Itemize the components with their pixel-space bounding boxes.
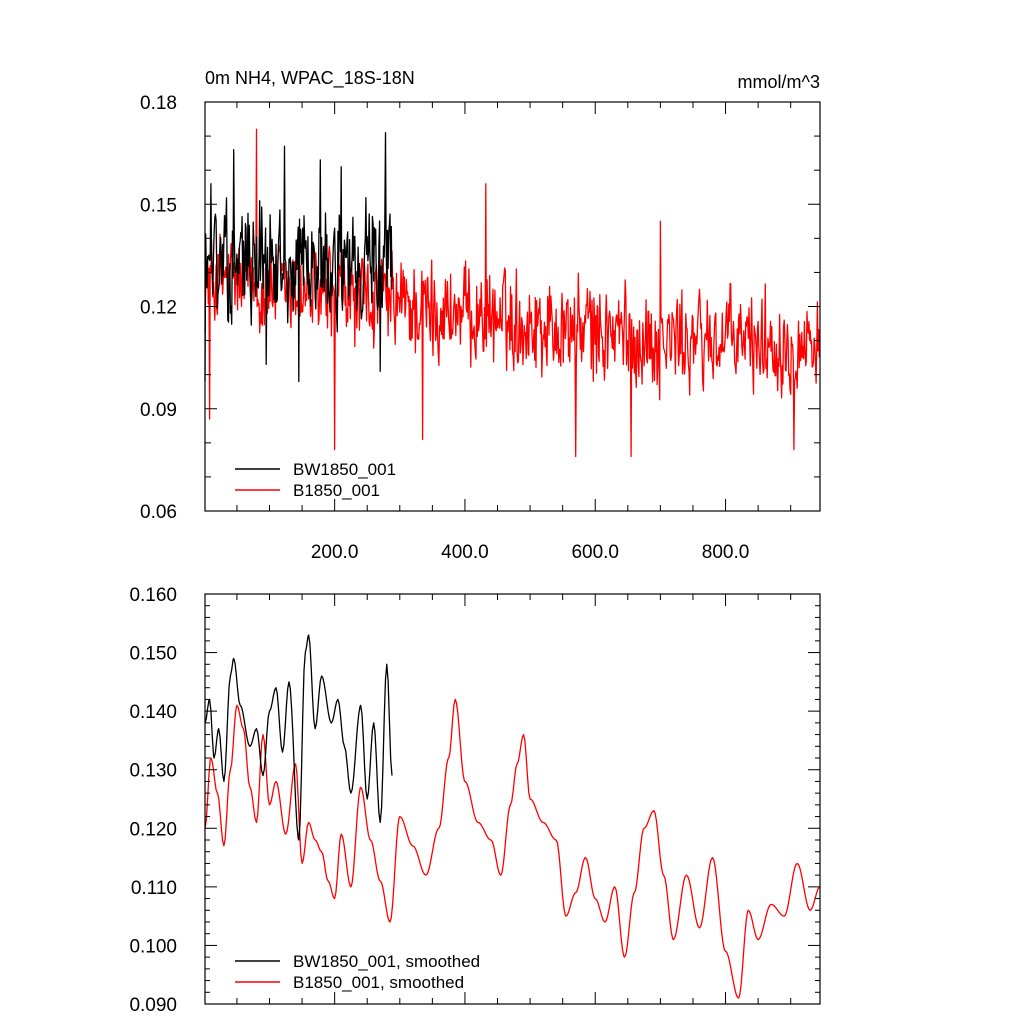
units-label: mmol/m^3	[738, 72, 820, 92]
series-line-bw1850-smoothed	[204, 634, 393, 841]
series-line-bw1850	[204, 132, 393, 383]
series-line-b1850	[204, 128, 821, 458]
y-tick-label: 0.12	[140, 298, 177, 319]
top-legend: BW1850_001 B1850_001	[235, 460, 396, 500]
y-tick-label: 0.100	[129, 936, 177, 957]
top-chart-panel: 0m NH4, WPAC_18S-18N mmol/m^3 0.060.090.…	[140, 68, 821, 563]
top-y-tick-labels: 0.06 0.09 0.12 0.15 0.18	[140, 93, 177, 523]
bottom-tick-marks	[205, 593, 820, 1005]
x-tick-label: 600.0	[571, 542, 619, 563]
y-tick-label: 0.18	[140, 93, 177, 114]
top-x-tick-labels: 200.0 400.0 600.0 800.0	[311, 542, 749, 563]
y-tick-label: 0.140	[129, 702, 177, 723]
top-series-group	[204, 128, 821, 458]
bottom-legend: BW1850_001, smoothed B1850_001, smoothed	[235, 952, 480, 992]
x-tick-label: 200.0	[311, 542, 359, 563]
bottom-y-tick-labels: 0.090 0.100 0.110 0.120 0.130 0.140 0.150 0.160	[129, 585, 177, 1016]
y-tick-label: 0.15	[140, 195, 177, 216]
y-tick-label: 0.120	[129, 819, 177, 840]
legend-label-b1850-smoothed: B1850_001, smoothed	[293, 973, 464, 992]
chart-title: 0m NH4, WPAC_18S-18N	[205, 68, 415, 89]
y-tick-label: 0.130	[129, 761, 177, 782]
bottom-plot-frame	[204, 593, 821, 1005]
y-tick-label: 0.160	[129, 585, 177, 606]
x-tick-label: 400.0	[441, 542, 489, 563]
y-tick-label: 0.110	[131, 878, 177, 899]
legend-label-b1850: B1850_001	[293, 481, 380, 500]
y-tick-label: 0.150	[129, 644, 177, 665]
y-tick-label: 0.090	[129, 995, 177, 1016]
legend-label-bw1850: BW1850_001	[293, 460, 396, 479]
top-tick-marks	[205, 101, 820, 512]
y-tick-label: 0.06	[140, 502, 177, 523]
bottom-series-group	[204, 634, 821, 999]
series-line-b1850-smoothed	[204, 698, 821, 999]
y-tick-label: 0.09	[140, 400, 177, 421]
bottom-chart-panel: 0.090 0.100 0.110 0.120 0.130 0.140 0.150 0.160…	[129, 585, 821, 1016]
x-tick-label: 800.0	[702, 542, 750, 563]
legend-label-bw1850-smoothed: BW1850_001, smoothed	[293, 952, 480, 971]
